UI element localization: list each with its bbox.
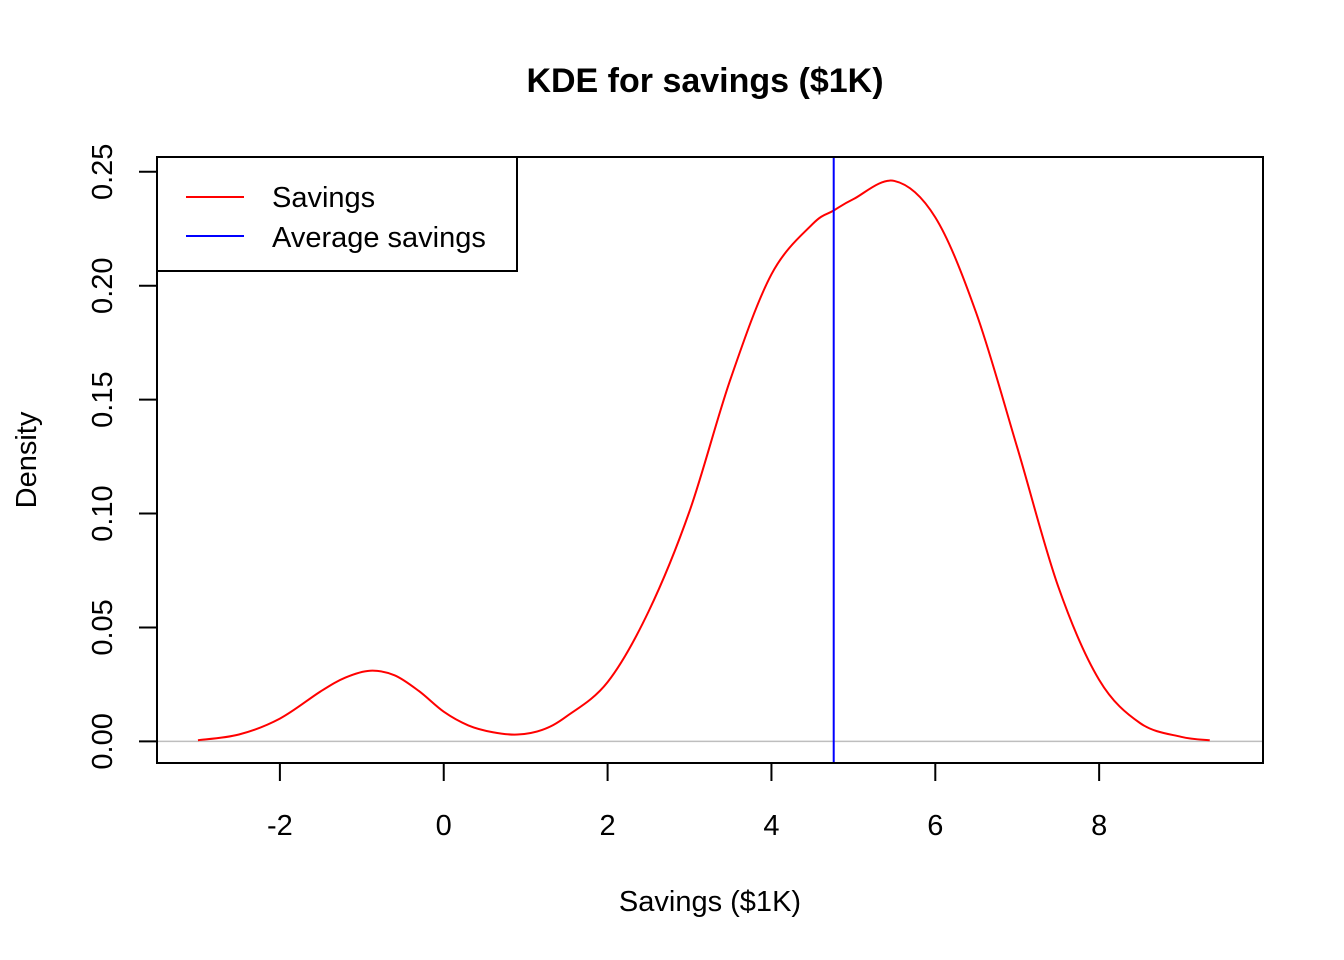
y-tick-label: 0.15 bbox=[87, 371, 119, 427]
chart-title: KDE for savings ($1K) bbox=[526, 62, 883, 100]
x-tick-label: 0 bbox=[436, 810, 452, 842]
y-axis: 0.00 0.05 0.10 0.15 0.20 0.25 bbox=[87, 144, 158, 770]
y-tick-label: 0.05 bbox=[87, 599, 119, 655]
x-axis: -2 0 2 4 6 8 bbox=[267, 762, 1107, 842]
legend: Savings Average savings bbox=[156, 156, 518, 272]
y-tick-label: 0.25 bbox=[87, 144, 119, 200]
x-tick-label: 4 bbox=[763, 810, 779, 842]
y-tick-label: 0.10 bbox=[87, 485, 119, 541]
legend-label-savings: Savings bbox=[272, 182, 375, 214]
x-tick-label: -2 bbox=[267, 810, 293, 842]
y-tick-label: 0.00 bbox=[87, 713, 119, 769]
x-tick-label: 2 bbox=[600, 810, 616, 842]
y-axis-label: Density bbox=[11, 411, 43, 508]
legend-label-average-savings: Average savings bbox=[272, 222, 486, 254]
x-axis-label: Savings ($1K) bbox=[619, 886, 801, 918]
y-tick-label: 0.20 bbox=[87, 257, 119, 313]
x-tick-label: 8 bbox=[1091, 810, 1107, 842]
density-curve-0 bbox=[197, 179, 1210, 742]
legend-box bbox=[156, 156, 518, 272]
x-tick-label: 6 bbox=[927, 810, 943, 842]
